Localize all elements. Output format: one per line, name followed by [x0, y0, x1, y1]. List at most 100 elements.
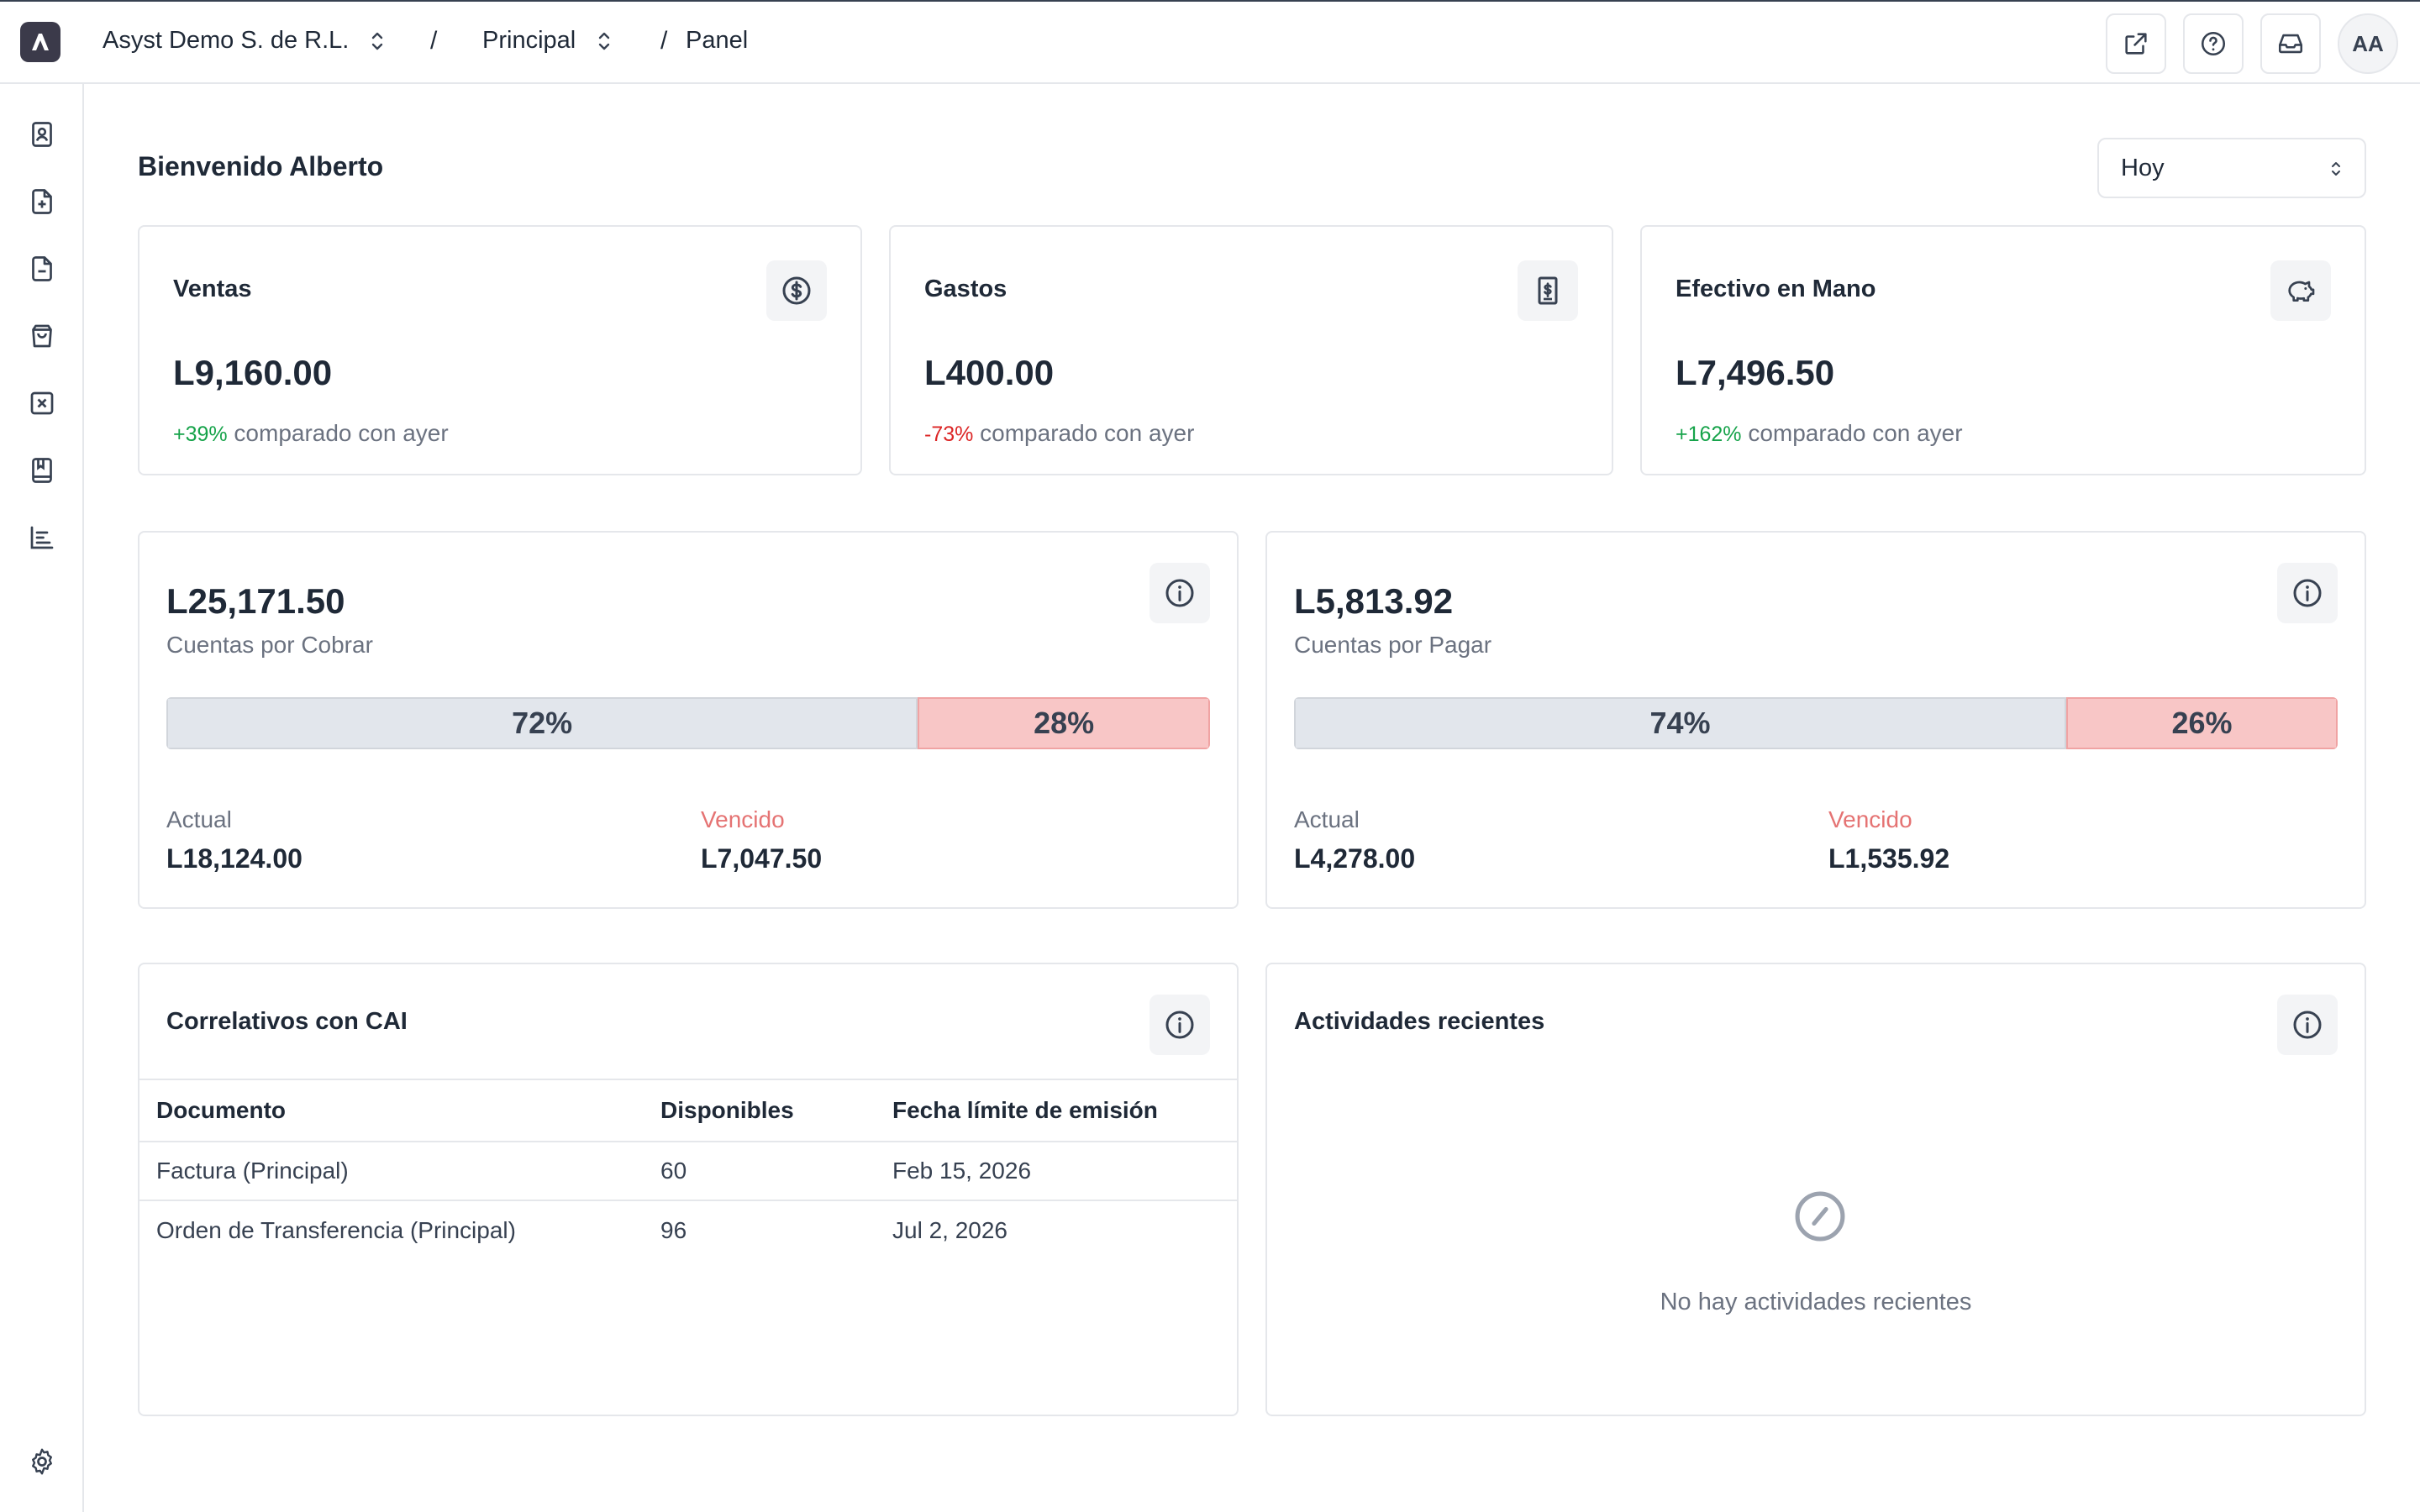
cai-card: Correlativos con CAI Documento Disponibl… — [138, 963, 1239, 1416]
payables-overdue-segment: 26% — [2066, 697, 2338, 749]
receivables-overdue-value: L7,047.50 — [701, 843, 823, 874]
payables-overdue-label: Vencido — [1828, 806, 1912, 832]
kpi-card-expenses: Gastos L400.00 -73% comparado con ayer — [889, 225, 1613, 475]
top-bar: Asyst Demo S. de R.L. / Principal / Pane… — [0, 0, 2420, 84]
branch-name: Principal — [482, 27, 576, 54]
payables-total: L5,813.92 — [1294, 581, 1454, 621]
page-title: Bienvenido Alberto — [138, 151, 384, 181]
table-header-row: Documento Disponibles Fecha límite de em… — [139, 1079, 1237, 1142]
kpi-card-cash: Efectivo en Mano L7,496.50 +162% compara… — [1640, 225, 2366, 475]
payables-progress-bar: 74% 26% — [1294, 697, 2338, 749]
column-header[interactable]: Documento — [139, 1079, 660, 1142]
kpi-title: Ventas — [173, 276, 252, 302]
payables-card: L5,813.92 Cuentas por Pagar 74% 26% Actu… — [1265, 531, 2366, 909]
kpi-comparison: +39% comparado con ayer — [173, 420, 449, 447]
sidebar-item-cancellations[interactable] — [25, 386, 59, 420]
payables-label: Cuentas por Pagar — [1294, 632, 1492, 658]
dollar-circle-icon — [782, 276, 811, 305]
receivables-overdue-label: Vencido — [701, 806, 785, 832]
table-cell: Feb 15, 2026 — [892, 1142, 1237, 1201]
table-cell: Factura (Principal) — [139, 1142, 660, 1201]
column-header[interactable]: Fecha límite de emisión — [892, 1079, 1237, 1142]
kpi-icon-box — [766, 260, 827, 321]
inbox-icon — [2278, 34, 2303, 54]
sidebar-item-settings[interactable] — [25, 1445, 59, 1478]
kpi-comparison-text: comparado con ayer — [980, 420, 1195, 446]
help-circle-icon — [2201, 31, 2226, 56]
kpi-value: L400.00 — [924, 353, 1055, 392]
activities-title: Actividades recientes — [1294, 1008, 1545, 1035]
sidebar-item-new-document[interactable] — [25, 185, 59, 218]
receivables-current-segment: 72% — [166, 697, 918, 749]
file-minus-icon — [32, 256, 52, 281]
receivables-label: Cuentas por Cobrar — [166, 632, 373, 658]
shopping-bag-icon — [32, 324, 52, 348]
receivables-current-label: Actual — [166, 806, 232, 832]
sidebar — [0, 84, 84, 1512]
info-icon — [2293, 579, 2322, 607]
payables-current-value: L4,278.00 — [1294, 843, 1416, 874]
external-link-icon — [2125, 33, 2147, 55]
cai-info-button[interactable] — [1150, 995, 1210, 1055]
info-icon — [2293, 1011, 2322, 1039]
chevron-up-down-icon — [372, 32, 383, 50]
breadcrumb-current[interactable]: Panel — [686, 27, 749, 54]
empty-state-text: No hay actividades recientes — [1660, 1289, 1972, 1315]
activities-card: Actividades recientes No hay actividades… — [1265, 963, 2366, 1416]
breadcrumb-separator: / — [430, 27, 438, 55]
cai-table: Documento Disponibles Fecha límite de em… — [139, 1079, 1237, 1259]
table-cell: Orden de Transferencia (Principal) — [156, 1216, 516, 1243]
column-header[interactable]: Disponibles — [660, 1079, 892, 1142]
period-selected-value: Hoy — [2121, 154, 2165, 181]
piggy-bank-icon — [2288, 281, 2315, 302]
sidebar-item-ledger[interactable] — [25, 454, 59, 487]
org-name: Asyst Demo S. de R.L. — [103, 27, 350, 54]
receivables-progress-bar: 72% 28% — [166, 697, 1210, 749]
receivables-overdue-segment: 28% — [918, 697, 1210, 749]
empty-state-icon — [1795, 1191, 1845, 1242]
receivables-total: L25,171.50 — [166, 581, 345, 621]
table-row[interactable]: Orden de Transferencia (Principal) 96 Ju… — [139, 1200, 1237, 1259]
kpi-change: +39% — [173, 423, 228, 446]
activities-info-button[interactable] — [2277, 995, 2338, 1055]
sidebar-item-credit-note[interactable] — [25, 252, 59, 286]
user-avatar[interactable]: AA — [2338, 13, 2398, 74]
cai-title: Correlativos con CAI — [166, 1008, 408, 1035]
kpi-icon-box — [1518, 260, 1578, 321]
kpi-change: -73% — [924, 423, 974, 446]
receivables-info-button[interactable] — [1150, 563, 1210, 623]
branch-switcher[interactable]: Principal — [482, 27, 613, 55]
kpi-comparison: -73% comparado con ayer — [924, 420, 1194, 447]
table-cell: 60 — [660, 1142, 892, 1201]
breadcrumb-separator: / — [660, 27, 668, 55]
sidebar-item-contacts[interactable] — [25, 118, 59, 151]
kpi-title: Efectivo en Mano — [1676, 276, 1876, 302]
payables-info-button[interactable] — [2277, 563, 2338, 623]
bar-chart-icon — [30, 526, 54, 549]
inbox-button[interactable] — [2260, 13, 2321, 74]
open-external-button[interactable] — [2106, 13, 2166, 74]
kpi-comparison-text: comparado con ayer — [234, 420, 449, 446]
sidebar-item-purchases[interactable] — [25, 319, 59, 353]
app-logo[interactable] — [20, 22, 60, 62]
table-cell: Jul 2, 2026 — [892, 1216, 1007, 1243]
table-row[interactable]: Factura (Principal) 60 Feb 15, 2026 — [139, 1142, 1237, 1201]
logo-icon — [32, 34, 49, 50]
help-button[interactable] — [2183, 13, 2244, 74]
kpi-value: L7,496.50 — [1676, 353, 1835, 392]
info-icon — [1165, 579, 1194, 607]
period-select[interactable]: Hoy — [2097, 138, 2366, 198]
payables-overdue-value: L1,535.92 — [1828, 843, 1950, 874]
org-switcher[interactable]: Asyst Demo S. de R.L. — [103, 27, 386, 55]
x-square-icon — [30, 391, 54, 415]
kpi-card-sales: Ventas L9,160.00 +39% comparado con ayer — [138, 225, 862, 475]
kpi-value: L9,160.00 — [173, 353, 333, 392]
sidebar-item-reports[interactable] — [25, 521, 59, 554]
payables-current-segment: 74% — [1294, 697, 2067, 749]
chevron-up-down-icon — [599, 32, 610, 50]
file-plus-icon — [32, 189, 52, 214]
kpi-title: Gastos — [924, 276, 1007, 302]
contact-book-icon — [32, 122, 52, 147]
gear-icon — [32, 1448, 52, 1475]
chevron-up-down-icon — [2332, 162, 2340, 176]
